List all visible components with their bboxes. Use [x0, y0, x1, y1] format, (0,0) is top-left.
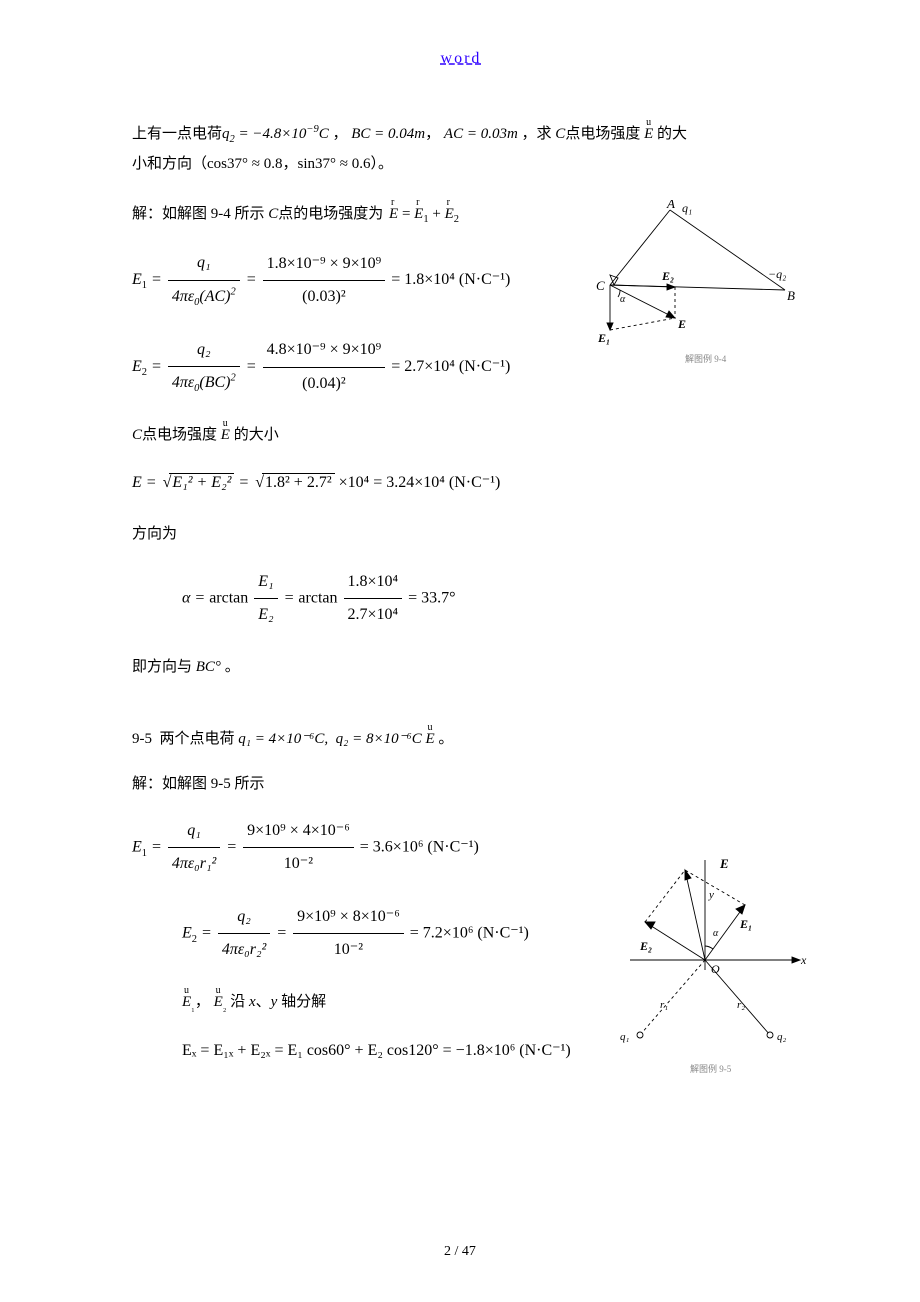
- lbl95-E1: E₁: [739, 917, 752, 931]
- lbl95-y: y: [708, 889, 714, 901]
- p95-title: 9-5 两个点电荷 q₁ = 4×10⁻⁶C, q₂ = 8×10⁻⁶C E 。: [132, 725, 790, 754]
- p95-sol: 解：如解图 9-5 所示: [132, 770, 790, 799]
- p94-dir: 方向为: [132, 520, 790, 549]
- lbl-E: E: [677, 317, 686, 331]
- lbl-B: B: [787, 288, 795, 303]
- lbl95-alpha: α: [713, 928, 719, 939]
- diagram-9-4: A q₁ C B −q₂ E₂ E₁ E α 解图例 9-4: [590, 200, 810, 375]
- lbl95-r2: r₂: [737, 999, 745, 1011]
- lbl95-q1: q₁: [620, 1031, 630, 1043]
- eq-alpha-94: α = arctan E₁E₂ = arctan 1.8×10⁴2.7×10⁴ …: [182, 567, 790, 631]
- lbl95-O: O: [711, 962, 720, 976]
- lbl-nq2: −q₂: [768, 267, 786, 281]
- lbl95-E2: E₂: [639, 939, 652, 953]
- page-footer: 2 / 47: [0, 1244, 920, 1260]
- lbl95-x: x: [800, 953, 807, 967]
- header-link[interactable]: word: [132, 50, 790, 68]
- lbl95-E: E: [719, 856, 729, 871]
- diagram-9-5: E E₁ E₂ O x y α r₁ r₂ q₁ q₂ 解图例 9-5: [585, 850, 815, 1095]
- lbl-C: C: [596, 278, 605, 293]
- p94-intro: 上有一点电荷q2 = −4.8×10−9C ， BC = 0.04m， AC =…: [132, 120, 790, 178]
- lbl95-q2: q₂: [777, 1031, 787, 1043]
- eq-E-94: E = √E₁² + E₂² = √1.8² + 2.7² ×10⁴ = 3.2…: [132, 468, 790, 498]
- p94-mid: C点电场强度 E 的大小: [132, 421, 790, 450]
- lbl-E2: E₂: [661, 269, 674, 283]
- lbl-E1: E₁: [597, 331, 610, 345]
- header-link-text: word: [441, 50, 482, 67]
- caption-95: 解图例 9-5: [690, 1063, 732, 1074]
- lbl-A: A: [666, 200, 675, 211]
- lbl-q1: q₁: [682, 201, 692, 215]
- caption-94: 解图例 9-4: [685, 353, 727, 364]
- lbl-alpha: α: [620, 294, 626, 305]
- lbl95-r1: r₁: [660, 999, 668, 1011]
- p94-dir-end: 即方向与 BC° 。: [132, 653, 790, 682]
